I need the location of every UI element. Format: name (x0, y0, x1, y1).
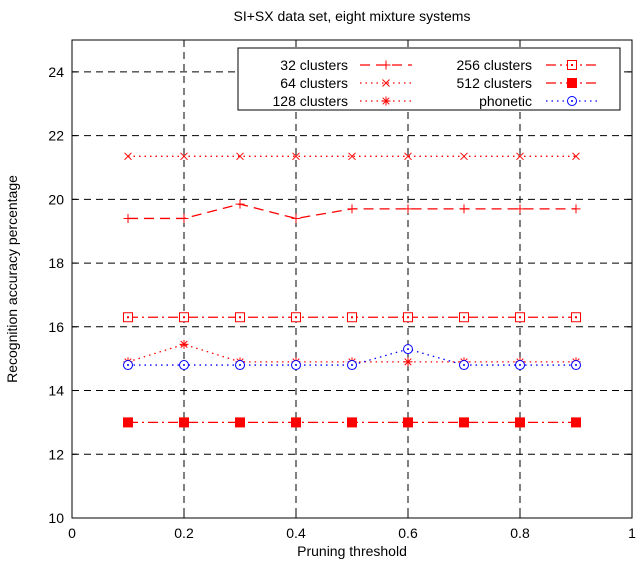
data-point-512-clusters (235, 417, 245, 428)
y-tick-label: 12 (48, 446, 64, 462)
y-tick-label: 10 (48, 510, 64, 526)
grid-lines (72, 40, 632, 518)
x-tick-label: 1 (628, 525, 636, 541)
data-point-32-clusters (123, 213, 133, 223)
data-point-512-clusters (123, 417, 133, 428)
chart-title: SI+SX data set, eight mixture systems (234, 8, 471, 24)
legend-marker-phonetic (567, 96, 577, 106)
x-tick-label: 0.8 (510, 525, 530, 541)
y-tick-label: 14 (48, 383, 64, 399)
legend-marker-256-clusters (567, 60, 577, 70)
data-point-32-clusters (291, 213, 301, 223)
data-point-512-clusters (515, 417, 525, 428)
data-point-phonetic (123, 360, 133, 371)
legend-label-128-clusters: 128 clusters (273, 93, 348, 109)
legend-label-phonetic: phonetic (479, 93, 532, 109)
x-tick-label: 0.2 (174, 525, 194, 541)
x-tick-label: 0.4 (286, 525, 306, 541)
data-point-64-clusters (516, 152, 524, 161)
series-line-128-clusters (127, 343, 576, 363)
x-axis-ticks: 0 0.2 0.4 0.6 0.8 1 (68, 40, 636, 541)
x-tick-label: 0 (68, 525, 76, 541)
data-point-32-clusters (459, 204, 469, 214)
data-point-256-clusters (459, 312, 469, 323)
legend-marker-32-clusters (381, 60, 391, 70)
y-tick-label: 18 (48, 255, 64, 271)
data-point-32-clusters (515, 204, 525, 214)
data-point-phonetic (235, 360, 245, 371)
data-point-32-clusters (347, 204, 357, 214)
data-point-256-clusters (179, 312, 189, 323)
data-point-64-clusters (180, 152, 188, 161)
series-lines (127, 155, 576, 424)
data-point-256-clusters (571, 312, 581, 323)
legend-label-32-clusters: 32 clusters (280, 57, 348, 73)
data-point-256-clusters (123, 312, 133, 323)
data-point-256-clusters (235, 312, 245, 323)
data-point-64-clusters (236, 152, 244, 161)
data-point-256-clusters (347, 312, 357, 323)
legend-marker-128-clusters (381, 96, 391, 106)
y-tick-label: 24 (48, 64, 64, 80)
x-tick-label: 0.6 (398, 525, 418, 541)
data-point-512-clusters (459, 417, 469, 428)
data-point-512-clusters (403, 417, 413, 428)
legend-label-256-clusters: 256 clusters (457, 57, 532, 73)
data-point-64-clusters (292, 152, 300, 161)
y-tick-label: 22 (48, 128, 64, 144)
data-point-phonetic (403, 344, 413, 355)
data-point-64-clusters (460, 152, 468, 161)
legend-marker-512-clusters (567, 78, 577, 88)
y-axis-label: Recognition accuracy percentage (4, 175, 20, 383)
data-point-64-clusters (124, 152, 132, 161)
data-point-256-clusters (291, 312, 301, 323)
data-point-32-clusters (235, 199, 245, 209)
data-point-512-clusters (291, 417, 301, 428)
data-point-phonetic (179, 360, 189, 371)
data-point-phonetic (347, 360, 357, 371)
legend-box (237, 47, 621, 111)
data-point-phonetic (459, 360, 469, 371)
data-point-512-clusters (347, 417, 357, 428)
data-point-128-clusters (403, 357, 413, 367)
data-point-256-clusters (515, 312, 525, 323)
legend-label-64-clusters: 64 clusters (280, 75, 348, 91)
data-point-256-clusters (403, 312, 413, 323)
series-markers (123, 152, 581, 428)
data-point-32-clusters (179, 213, 189, 223)
y-tick-label: 20 (48, 191, 64, 207)
y-tick-label: 16 (48, 319, 64, 335)
legend-marker-64-clusters (382, 79, 390, 87)
data-point-512-clusters (571, 417, 581, 428)
data-point-phonetic (515, 360, 525, 371)
y-axis-ticks: 10 12 14 16 18 20 22 24 (48, 64, 632, 526)
data-point-64-clusters (572, 152, 580, 161)
data-point-128-clusters (179, 339, 189, 349)
data-point-64-clusters (404, 152, 412, 161)
data-point-64-clusters (348, 152, 356, 161)
data-point-phonetic (571, 360, 581, 371)
legend-label-512-clusters: 512 clusters (457, 75, 532, 91)
data-point-32-clusters (403, 204, 413, 214)
data-point-32-clusters (571, 204, 581, 214)
data-point-512-clusters (179, 417, 189, 428)
x-axis-label: Pruning threshold (297, 543, 407, 559)
data-point-phonetic (291, 360, 301, 371)
plot-frame (71, 39, 633, 519)
legend: 32 clusters 64 clusters 128 clusters 256 cl… (237, 47, 621, 111)
